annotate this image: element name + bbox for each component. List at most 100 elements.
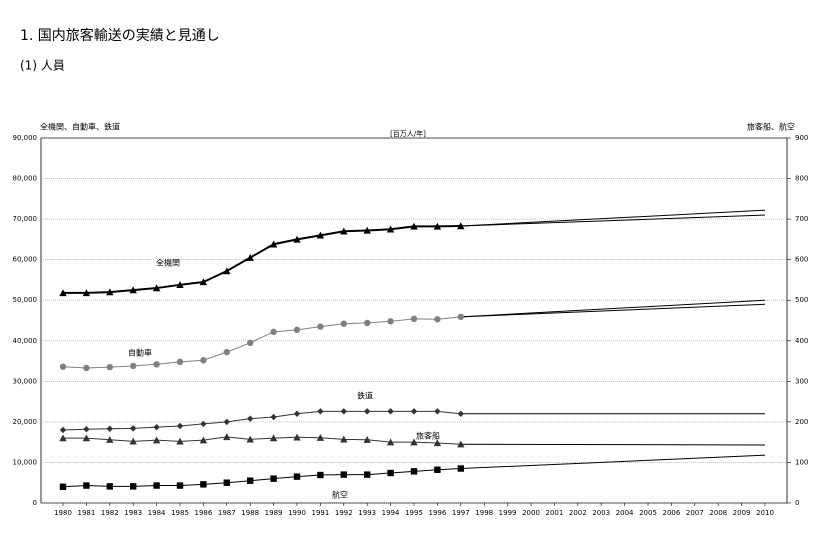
- x-tick-label: 1995: [405, 509, 423, 517]
- y2-tick-label: 200: [795, 418, 808, 426]
- point: [316, 434, 325, 441]
- x-tick-label: 2009: [733, 509, 751, 517]
- x-tick-label: 1986: [194, 509, 212, 517]
- point: [153, 361, 160, 368]
- x-tick-label: 1993: [358, 509, 376, 517]
- point: [387, 318, 394, 325]
- series-line: [62, 410, 461, 431]
- point: [83, 482, 90, 489]
- point: [130, 425, 137, 432]
- x-tick-label: 2002: [569, 509, 587, 517]
- point: [129, 437, 137, 445]
- point: [176, 358, 184, 366]
- point: [246, 435, 254, 443]
- point: [386, 225, 395, 233]
- x-tick-label: 1980: [54, 509, 72, 517]
- point: [293, 433, 301, 441]
- point: [200, 420, 207, 428]
- x-tick-label: 1985: [171, 509, 189, 517]
- x-tick-label: 2007: [686, 509, 704, 517]
- series-line: [62, 316, 461, 369]
- point: [316, 231, 325, 239]
- x-tick-label: 1991: [311, 509, 329, 517]
- point: [386, 438, 395, 446]
- x-tick-label: 2008: [709, 509, 727, 517]
- point: [176, 281, 184, 289]
- x-tick-label: 1992: [335, 509, 353, 517]
- x-tick-label: 1996: [428, 509, 446, 517]
- point: [340, 435, 348, 443]
- point: [152, 284, 161, 292]
- point: [457, 313, 464, 321]
- point: [246, 253, 254, 261]
- projection-line: [460, 209, 766, 227]
- projection-line: [460, 443, 766, 446]
- point: [434, 466, 441, 473]
- projection-line: [460, 214, 766, 227]
- point: [129, 286, 137, 294]
- point: [457, 440, 465, 448]
- point: [223, 479, 230, 486]
- unit-label: [百万人/年]: [390, 129, 426, 138]
- point: [152, 436, 161, 444]
- point: [83, 425, 90, 433]
- point: [223, 267, 231, 275]
- point: [410, 438, 418, 446]
- point: [269, 434, 278, 442]
- y2-tick-label: 300: [795, 377, 808, 385]
- point: [387, 469, 394, 477]
- point: [340, 471, 347, 478]
- series-line: [63, 436, 461, 445]
- y-tick-label: 80,000: [13, 175, 38, 183]
- point: [293, 410, 301, 417]
- point: [293, 326, 301, 334]
- y-axis-label: 全機関、自動車、鉄道: [40, 122, 120, 132]
- y2-axis-label: 旅客船、航空: [747, 122, 795, 132]
- x-tick-label: 2001: [545, 509, 563, 517]
- series-line: [63, 225, 461, 294]
- point: [200, 357, 207, 364]
- x-tick-label: 1994: [382, 509, 400, 517]
- y-tick-label: 20,000: [13, 418, 38, 426]
- x-tick-label: 1998: [475, 509, 493, 517]
- y-tick-label: 50,000: [13, 296, 38, 304]
- point: [247, 415, 254, 422]
- point: [153, 423, 160, 431]
- point: [106, 425, 113, 432]
- series-label: 自動車: [128, 348, 152, 358]
- point: [82, 434, 91, 442]
- point: [176, 482, 184, 489]
- x-tick-label: 2010: [756, 509, 774, 517]
- y2-tick-label: 0: [795, 499, 799, 507]
- x-tick-label: 2005: [639, 509, 657, 517]
- x-tick-label: 1981: [77, 509, 95, 517]
- point: [270, 328, 277, 336]
- series-label: 航空: [332, 490, 348, 500]
- point: [410, 222, 418, 230]
- x-tick-label: 1989: [265, 509, 283, 517]
- y-tick-label: 0: [33, 499, 37, 507]
- y2-tick-label: 700: [795, 215, 808, 223]
- point: [130, 362, 137, 370]
- projection-line: [460, 299, 766, 318]
- projection-line: [460, 303, 766, 318]
- y-tick-label: 10,000: [13, 458, 38, 466]
- x-tick-label: 1982: [101, 509, 119, 517]
- point: [363, 226, 371, 234]
- page-title: 1. 国内旅客輸送の実績と見通し: [20, 27, 220, 44]
- point: [293, 473, 301, 480]
- y2-tick-label: 800: [795, 175, 808, 183]
- point: [223, 348, 230, 356]
- x-tick-label: 1983: [124, 509, 142, 517]
- point: [363, 436, 371, 443]
- point: [200, 481, 207, 488]
- y-tick-label: 40,000: [13, 337, 38, 345]
- x-tick-label: 1997: [452, 509, 470, 517]
- y2-tick-label: 400: [795, 337, 808, 345]
- point: [457, 465, 464, 472]
- projection-line: [460, 454, 766, 470]
- point: [106, 436, 114, 443]
- point: [106, 363, 114, 371]
- series-label: 全機関: [156, 258, 180, 268]
- point: [199, 436, 208, 444]
